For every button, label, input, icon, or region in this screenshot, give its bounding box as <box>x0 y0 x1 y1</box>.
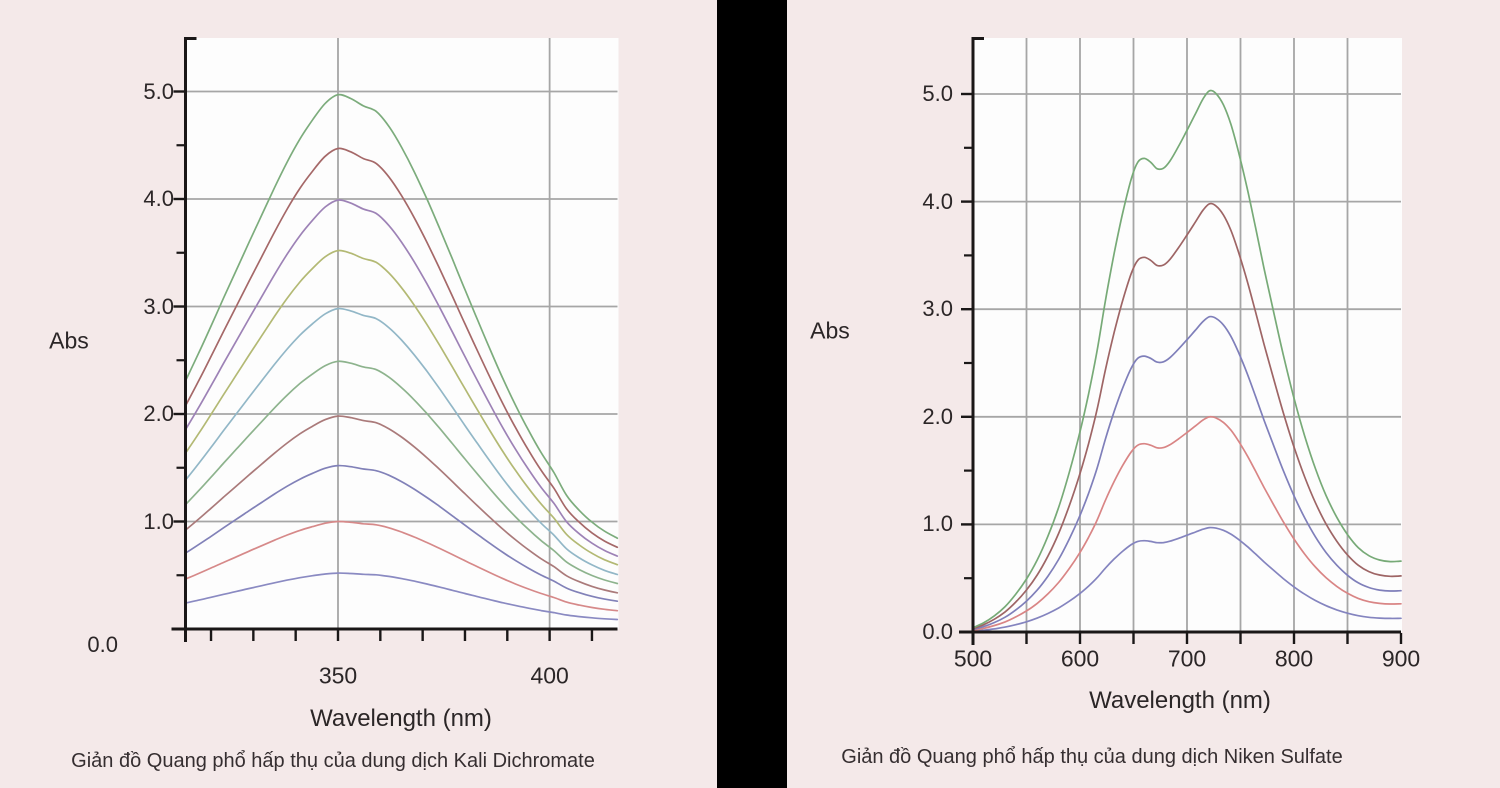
x-axis-title: Wavelength (nm) <box>1089 687 1271 714</box>
center-divider-bar <box>717 0 787 788</box>
spectrum-curve-peak-2.0 <box>185 415 619 594</box>
spectrum-curve-peak-3.0 <box>973 315 1402 631</box>
spectrum-curve-peak-3.0 <box>185 307 619 576</box>
spectrum-curve-peak-1.0 <box>185 520 619 612</box>
x-tick-label: 700 <box>1167 645 1207 672</box>
spectrum-curve-peak-2.0 <box>973 415 1402 632</box>
y-tick-label: 2.0 <box>922 403 953 429</box>
chart-caption: Giản đồ Quang phổ hấp thụ của dung dịch … <box>841 746 1343 768</box>
spectrum-curve-peak-4.0 <box>185 199 619 557</box>
spectrum-curve-peak-3.5 <box>185 249 619 566</box>
y-tick-label: 0.0 <box>87 632 118 657</box>
y-tick-label: 5.0 <box>143 78 174 104</box>
x-axis-title: Wavelength (nm) <box>310 705 492 732</box>
x-tick-label: 900 <box>1381 645 1421 672</box>
spectrum-curve-peak-5.0 <box>185 93 619 540</box>
chart-caption: Giản đồ Quang phổ hấp thụ của dung dịch … <box>71 750 595 772</box>
x-tick-label: 400 <box>530 662 569 689</box>
y-tick-label: 3.0 <box>922 296 953 322</box>
y-tick-label: 1.0 <box>922 511 953 537</box>
y-tick-label: 4.0 <box>143 186 174 211</box>
spectrum-curve-peak-4.5 <box>185 147 619 549</box>
y-tick-label: 0.0 <box>922 619 953 644</box>
y-tick-label: 4.0 <box>922 188 953 214</box>
x-tick-label: 500 <box>953 645 993 672</box>
y-tick-label: 5.0 <box>922 81 953 106</box>
plot-area <box>185 38 619 629</box>
y-axis-title: Abs <box>49 327 89 354</box>
spectrum-curve-peak-4.0 <box>973 202 1402 630</box>
y-tick-label: 3.0 <box>143 293 174 319</box>
spectrum-curve-peak-2.5 <box>185 360 619 585</box>
spectrum-curve-peak-0.5 <box>185 572 619 621</box>
x-tick-label: 350 <box>318 662 358 689</box>
x-tick-label: 800 <box>1274 645 1314 672</box>
y-axis-title: Abs <box>810 317 850 344</box>
y-tick-label: 1.0 <box>143 508 174 534</box>
spectrum-curve-peak-1.0 <box>973 526 1402 632</box>
spectrum-curve-peak-5.0 <box>973 89 1402 629</box>
y-tick-label: 2.0 <box>143 401 174 426</box>
x-tick-label: 600 <box>1060 645 1100 672</box>
spectrum-curve-peak-1.5 <box>185 464 619 603</box>
